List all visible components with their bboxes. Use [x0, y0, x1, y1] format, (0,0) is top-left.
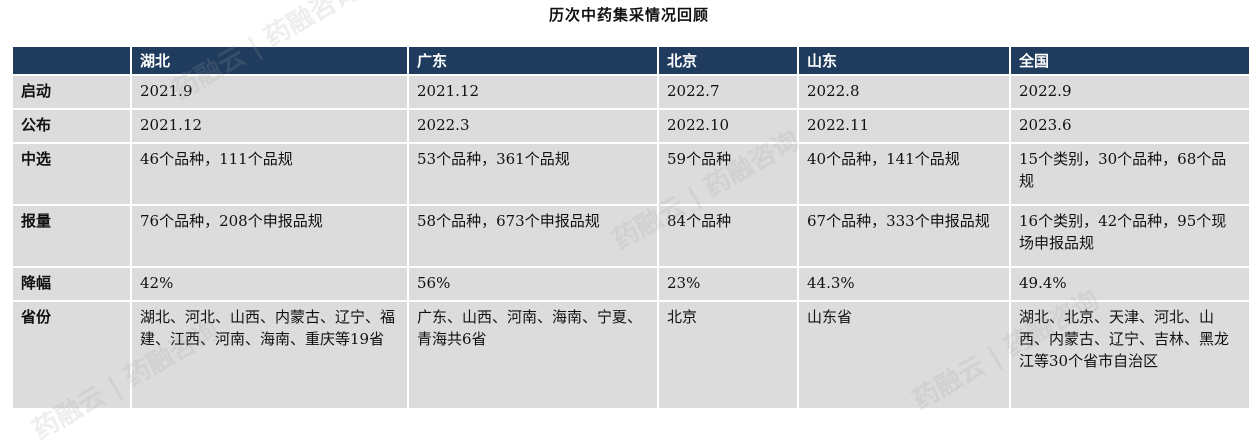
table-cell: 2022.9 [1011, 76, 1249, 108]
row-label: 报量 [13, 206, 130, 266]
table-cell: 44.3% [799, 268, 1009, 300]
header-cell-national: 全国 [1011, 47, 1249, 74]
table-cell: 2022.11 [799, 110, 1009, 142]
header-cell-blank [13, 47, 130, 74]
table-cell: 2023.6 [1011, 110, 1249, 142]
table-cell: 49.4% [1011, 268, 1249, 300]
row-label: 公布 [13, 110, 130, 142]
table-cell: 46个品种，111个品规 [132, 144, 407, 204]
table-cell: 2022.8 [799, 76, 1009, 108]
page-title: 历次中药集采情况回顾 [548, 6, 709, 24]
table-cell: 湖北、河北、山西、内蒙古、辽宁、福建、江西、河南、海南、重庆等19省 [132, 302, 407, 408]
table-cell: 北京 [659, 302, 797, 408]
row-label: 降幅 [13, 268, 130, 300]
table-cell: 56% [409, 268, 657, 300]
header-cell-shandong: 山东 [799, 47, 1009, 74]
table-cell: 2022.10 [659, 110, 797, 142]
table-cell: 40个品种，141个品规 [799, 144, 1009, 204]
header-cell-beijing: 北京 [659, 47, 797, 74]
table-row-volume: 报量 76个品种，208个申报品规 58个品种，673个申报品规 84个品种 6… [13, 206, 1249, 266]
table-cell: 84个品种 [659, 206, 797, 266]
table-cell: 2021.12 [132, 110, 407, 142]
table-cell: 广东、山西、河南、海南、宁夏、青海共6省 [409, 302, 657, 408]
table-cell: 59个品种 [659, 144, 797, 204]
table-cell: 58个品种，673个申报品规 [409, 206, 657, 266]
table-cell: 42% [132, 268, 407, 300]
table-cell: 67个品种，333个申报品规 [799, 206, 1009, 266]
row-label: 中选 [13, 144, 130, 204]
row-label: 启动 [13, 76, 130, 108]
table-cell: 53个品种，361个品规 [409, 144, 657, 204]
table-cell: 山东省 [799, 302, 1009, 408]
header-cell-hubei: 湖北 [132, 47, 407, 74]
procurement-table: 湖北 广东 北京 山东 全国 启动 2021.9 2021.12 2022.7 … [11, 45, 1251, 410]
table-row-start: 启动 2021.9 2021.12 2022.7 2022.8 2022.9 [13, 76, 1249, 108]
table-cell: 2022.3 [409, 110, 657, 142]
header-row: 湖北 广东 北京 山东 全国 [13, 47, 1249, 74]
table-row-reduction: 降幅 42% 56% 23% 44.3% 49.4% [13, 268, 1249, 300]
table-cell: 76个品种，208个申报品规 [132, 206, 407, 266]
table-row-announce: 公布 2021.12 2022.3 2022.10 2022.11 2023.6 [13, 110, 1249, 142]
table-row-selected: 中选 46个品种，111个品规 53个品种，361个品规 59个品种 40个品种… [13, 144, 1249, 204]
table-cell: 湖北、北京、天津、河北、山西、内蒙古、辽宁、吉林、黑龙江等30个省市自治区 [1011, 302, 1249, 408]
table-cell: 2021.12 [409, 76, 657, 108]
header-cell-guangdong: 广东 [409, 47, 657, 74]
table-cell: 23% [659, 268, 797, 300]
table-cell: 16个类别，42个品种，95个现场申报品规 [1011, 206, 1249, 266]
table-cell: 2021.9 [132, 76, 407, 108]
table-row-provinces: 省份 湖北、河北、山西、内蒙古、辽宁、福建、江西、河南、海南、重庆等19省 广东… [13, 302, 1249, 408]
table-cell: 2022.7 [659, 76, 797, 108]
table-cell: 15个类别，30个品种，68个品规 [1011, 144, 1249, 204]
row-label: 省份 [13, 302, 130, 408]
